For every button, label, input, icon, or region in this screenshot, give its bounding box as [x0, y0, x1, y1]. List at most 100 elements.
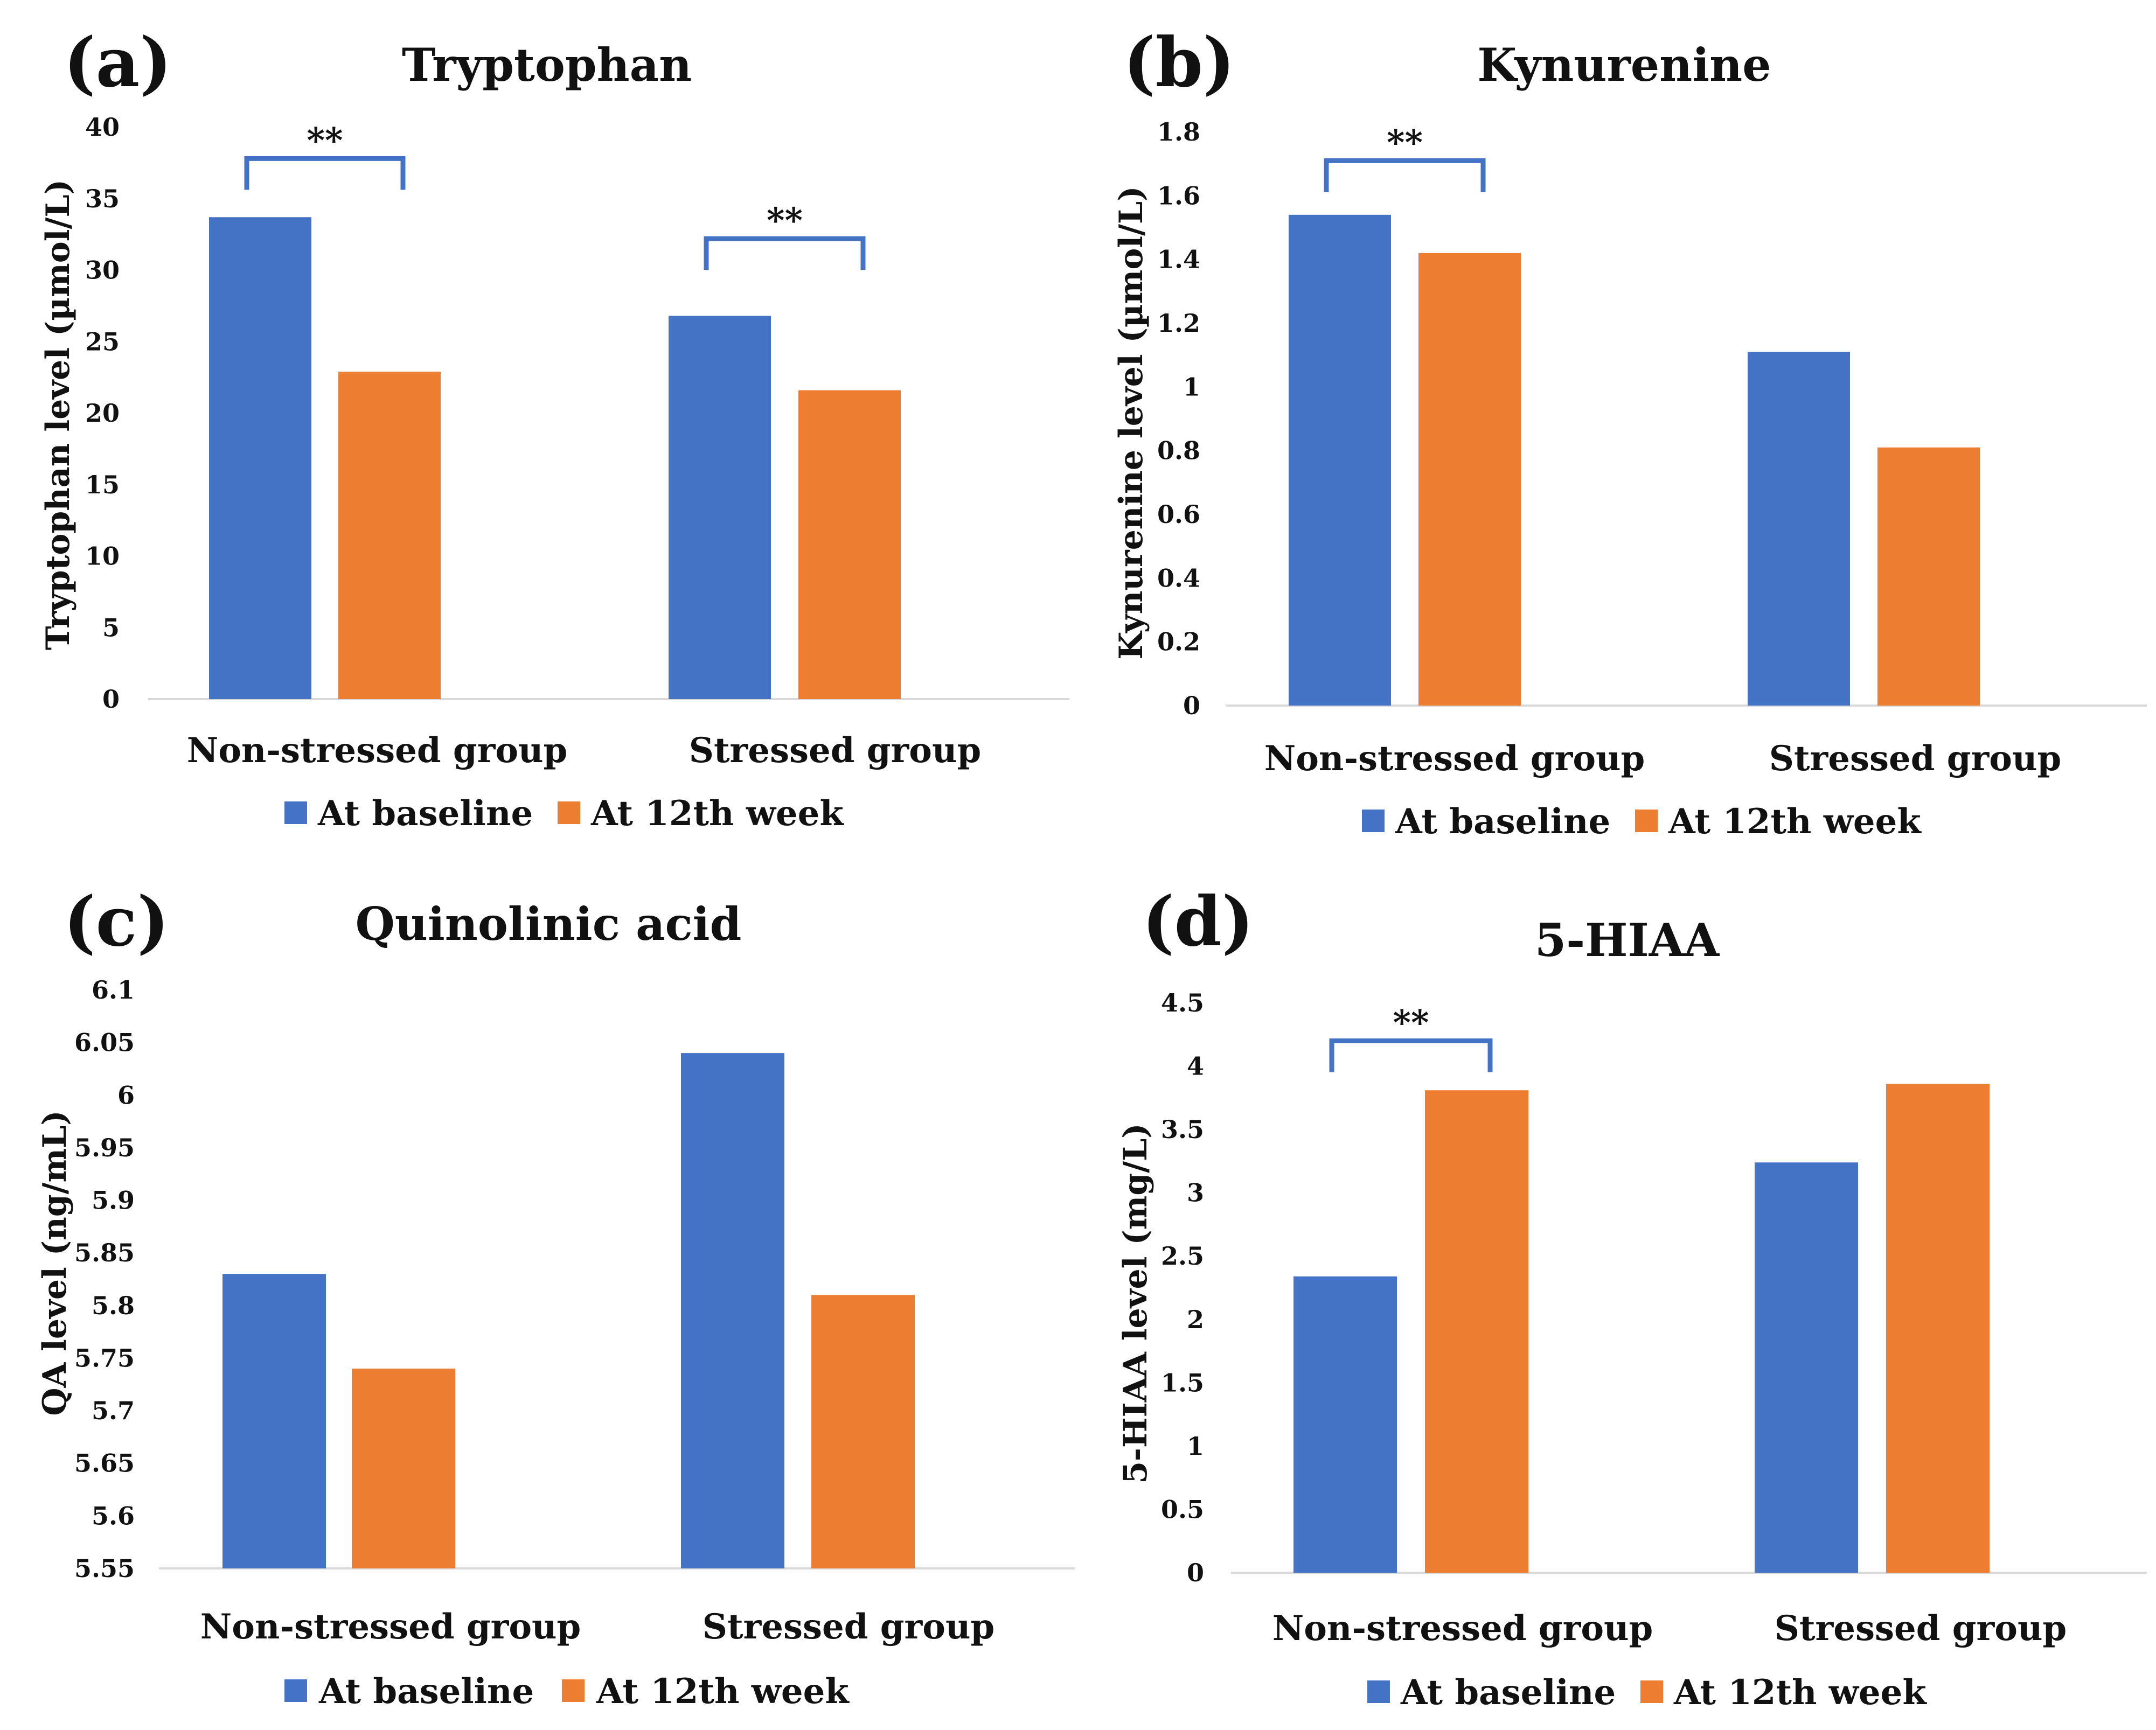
- y-tick-label: 4: [1187, 1052, 1204, 1081]
- chart-title-quinolinic-acid: Quinolinic acid: [356, 897, 742, 951]
- y-tick-label: 5.6: [92, 1501, 135, 1530]
- panel-letter-a: (a): [64, 23, 172, 102]
- y-tick-label: 5.85: [74, 1238, 135, 1267]
- legend-label-baseline: At baseline: [1395, 801, 1610, 842]
- legend-tryptophan: At baseline At 12th week: [284, 793, 844, 834]
- bar-baseline-stressed: [681, 1053, 784, 1568]
- y-tick-label: 5.8: [92, 1291, 135, 1320]
- category-label-stressed: Stressed group: [1769, 738, 2061, 779]
- significance-bracket: [1324, 158, 1486, 192]
- y-tick-label: 1.4: [1157, 245, 1200, 274]
- legend-swatch-baseline: [284, 801, 307, 824]
- y-tick-label: 6.1: [92, 975, 135, 1004]
- category-label-non-stressed: Non-stressed group: [200, 1607, 581, 1647]
- y-tick-label: 1.5: [1161, 1368, 1204, 1397]
- legend-swatch-12th-week: [1640, 1680, 1663, 1703]
- y-axis-label-tryptophan: Tryptophan level (µmol/L): [39, 179, 77, 650]
- categories-kynurenine: Non-stressed group Stressed group: [1264, 738, 2062, 779]
- bars-5-hiaa: [1293, 1084, 1990, 1573]
- panel-letter-d: (d): [1142, 882, 1254, 961]
- significance-bracket: [244, 156, 406, 190]
- legend-5-hiaa: At baseline At 12th week: [1367, 1672, 1927, 1713]
- y-tick-label: 5: [102, 613, 120, 642]
- y-tick-label: 35: [85, 184, 120, 213]
- legend-kynurenine: At baseline At 12th week: [1362, 801, 1922, 842]
- y-tick-label: 40: [85, 113, 120, 142]
- y-tick-label: 25: [85, 327, 120, 356]
- legend-label-12th-week: At 12th week: [1673, 1672, 1927, 1713]
- chart-title-5-hiaa: 5-HIAA: [1535, 913, 1720, 967]
- categories-quinolinic-acid: Non-stressed group Stressed group: [200, 1607, 995, 1647]
- y-tick-label: 0: [1183, 691, 1200, 720]
- y-tick-label: 5.65: [74, 1449, 135, 1478]
- categories-5-hiaa: Non-stressed group Stressed group: [1272, 1608, 2067, 1649]
- y-tick-label: 10: [85, 542, 120, 571]
- y-ticks-5-hiaa: 0 0.5 1 1.5 2 2.5 3 3.5 4 4.5: [1161, 988, 1204, 1587]
- y-tick-label: 0: [102, 685, 120, 714]
- bar-baseline-non-stressed: [1289, 214, 1391, 706]
- chart-title-tryptophan: Tryptophan: [402, 38, 692, 92]
- y-tick-label: 5.75: [74, 1343, 135, 1372]
- y-tick-label: 0.4: [1157, 563, 1200, 592]
- bar-12th-week-non-stressed: [338, 372, 441, 699]
- significance-label: **: [1387, 122, 1423, 163]
- y-axis-label-kynurenine: Kynurenine level (µmol/L): [1112, 186, 1150, 659]
- significance-5-hiaa: **: [1329, 1003, 1493, 1072]
- bar-baseline-stressed: [1755, 1162, 1858, 1573]
- bars-quinolinic-acid: [222, 1053, 915, 1568]
- y-tick-label: 2: [1187, 1305, 1204, 1334]
- legend-swatch-baseline: [1362, 810, 1385, 832]
- legend-label-12th-week: At 12th week: [596, 1671, 850, 1712]
- legend-label-12th-week: At 12th week: [1668, 801, 1922, 842]
- categories-tryptophan: Non-stressed group Stressed group: [187, 730, 982, 771]
- legend-label-baseline: At baseline: [317, 793, 533, 834]
- legend-swatch-12th-week: [558, 801, 580, 824]
- y-tick-label: 0.5: [1161, 1495, 1204, 1524]
- bar-12th-week-stressed: [1886, 1084, 1990, 1573]
- y-tick-label: 1.8: [1157, 117, 1200, 147]
- legend-label-baseline: At baseline: [318, 1671, 534, 1712]
- y-tick-label: 6.05: [74, 1028, 135, 1057]
- y-tick-label: 2.5: [1161, 1241, 1204, 1271]
- y-tick-label: 5.95: [74, 1133, 135, 1162]
- y-tick-label: 3: [1187, 1178, 1204, 1208]
- bar-12th-week-non-stressed: [1418, 253, 1521, 706]
- y-tick-label: 5.55: [74, 1554, 135, 1583]
- y-tick-label: 20: [85, 399, 120, 428]
- y-tick-label: 0.2: [1157, 627, 1200, 657]
- significance-tryptophan: ** **: [244, 120, 866, 270]
- y-tick-label: 0.6: [1157, 500, 1200, 529]
- category-label-stressed: Stressed group: [689, 730, 981, 771]
- y-axis-label-5-hiaa: 5-HIAA level (mg/L): [1117, 1123, 1154, 1483]
- y-tick-label: 5.9: [92, 1186, 135, 1215]
- bar-12th-week-stressed: [811, 1295, 915, 1568]
- y-tick-label: 5.7: [92, 1396, 135, 1425]
- y-tick-label: 1: [1187, 1432, 1204, 1461]
- significance-label: **: [767, 200, 803, 241]
- bar-baseline-stressed: [1748, 352, 1850, 706]
- y-axis-label-qa: QA level (ng/mL): [36, 1110, 74, 1415]
- legend-quinolinic-acid: At baseline At 12th week: [284, 1671, 850, 1712]
- bar-12th-week-stressed: [798, 390, 901, 699]
- bar-baseline-non-stressed: [1293, 1276, 1397, 1573]
- legend-swatch-12th-week: [1635, 810, 1658, 832]
- bar-12th-week-stressed: [1877, 447, 1980, 706]
- bar-baseline-non-stressed: [209, 217, 311, 699]
- category-label-stressed: Stressed group: [1775, 1608, 2067, 1649]
- y-ticks-tryptophan: 0 5 10 15 20 25 30 35 40: [85, 113, 120, 714]
- y-tick-label: 6: [117, 1080, 135, 1110]
- significance-bracket: [704, 236, 866, 270]
- category-label-non-stressed: Non-stressed group: [1264, 738, 1645, 779]
- panel-kynurenine: (b) Kynurenine Kynurenine level (µmol/L)…: [1112, 23, 2147, 842]
- panel-letter-b: (b): [1123, 23, 1235, 102]
- chart-title-kynurenine: Kynurenine: [1477, 38, 1771, 92]
- category-label-stressed: Stressed group: [703, 1607, 994, 1647]
- bar-12th-week-non-stressed: [1425, 1090, 1528, 1573]
- significance-bracket: [1329, 1038, 1493, 1072]
- significance-kynurenine: **: [1324, 122, 1486, 192]
- legend-label-baseline: At baseline: [1400, 1672, 1616, 1713]
- panel-quinolinic-acid: (c) Quinolinic acid QA level (ng/mL) 5.5…: [36, 882, 1075, 1712]
- significance-label: **: [1393, 1003, 1429, 1043]
- y-ticks-quinolinic-acid: 5.55 5.6 5.65 5.7 5.75 5.8 5.85 5.9 5.95 6 6.05 6.1: [74, 975, 135, 1583]
